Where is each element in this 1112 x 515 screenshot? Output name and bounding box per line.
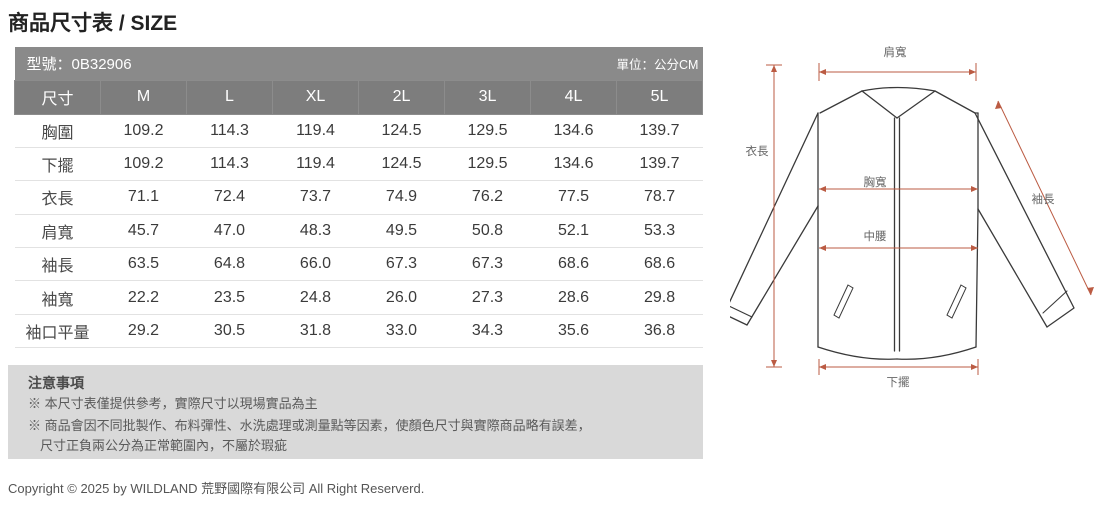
svg-text:肩寬: 肩寬	[884, 45, 907, 59]
svg-text:中腰: 中腰	[864, 230, 887, 243]
svg-text:衣長: 衣長	[746, 144, 769, 158]
svg-text:胸寬: 胸寬	[864, 175, 887, 189]
svg-text:下擺: 下擺	[887, 375, 910, 389]
svg-text:袖長: 袖長	[1032, 192, 1055, 206]
